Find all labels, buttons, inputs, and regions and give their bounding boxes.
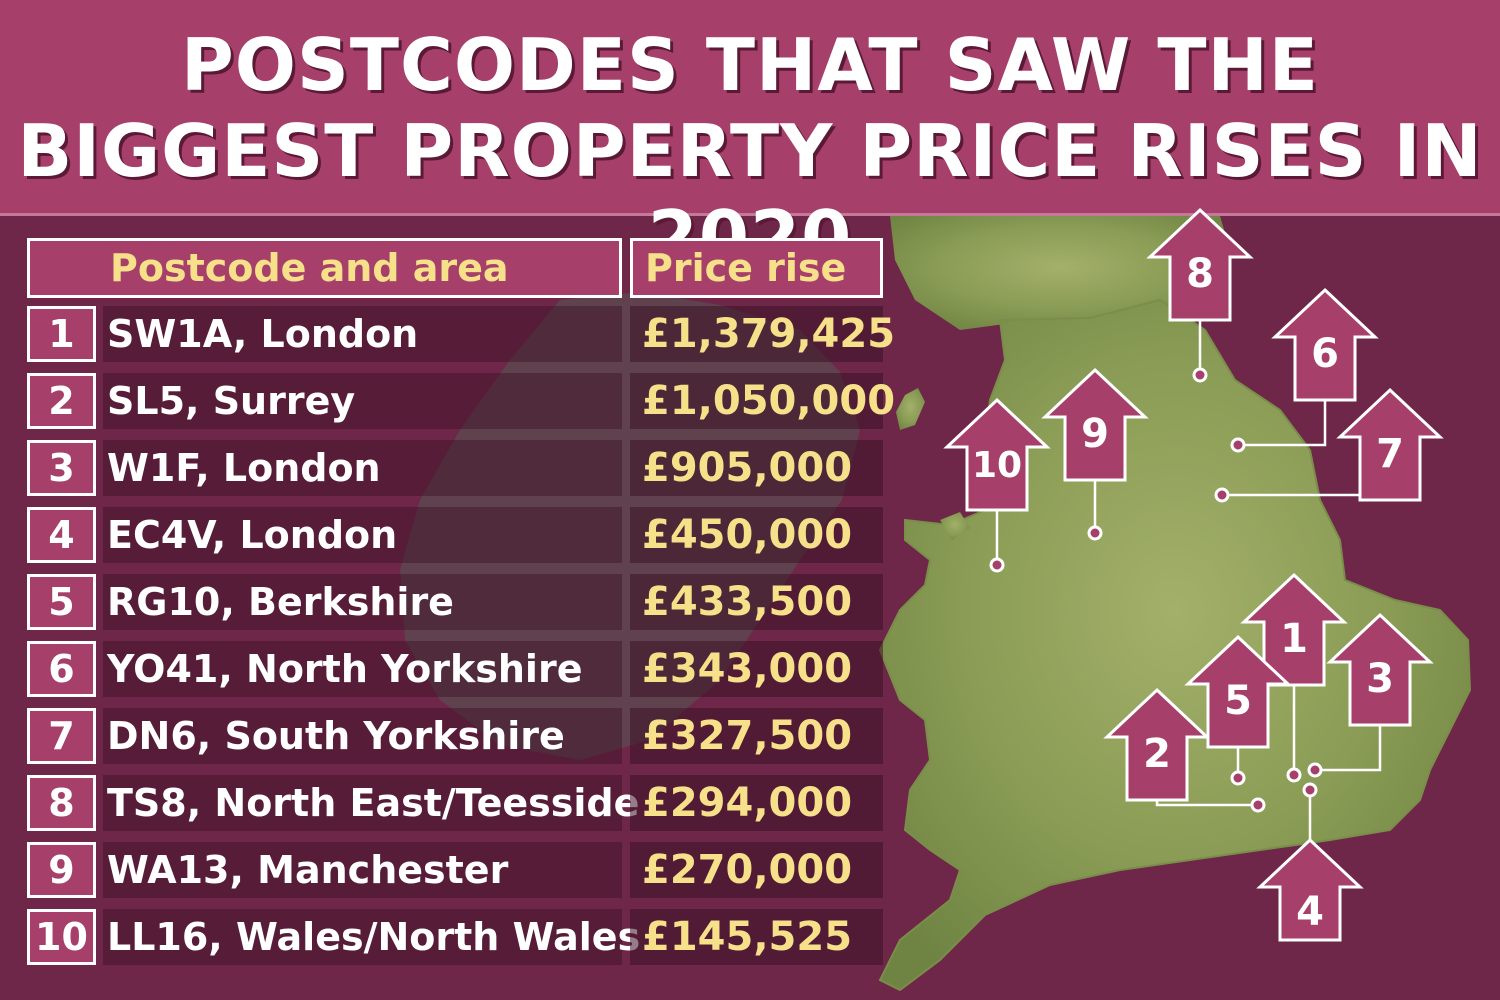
rank-number: 4 (27, 507, 96, 563)
marker-label: 8 (1186, 251, 1214, 297)
price-rise-value: £1,379,425 (630, 306, 895, 362)
arrow-icon (1326, 612, 1434, 727)
rank-number: 10 (27, 909, 96, 965)
rank-number: 1 (27, 306, 96, 362)
postcode-area: LL16, Wales/North Wales (103, 909, 640, 965)
anglesey (940, 512, 970, 540)
arrow-icon (1256, 837, 1364, 942)
rank-number: 8 (27, 775, 96, 831)
price-rise-value: £1,050,000 (630, 373, 895, 429)
arrow-icon (1336, 387, 1444, 502)
leader-line (1238, 400, 1327, 447)
price-rise-value: £343,000 (630, 641, 883, 697)
arrow-icon (1240, 572, 1348, 687)
price-rise-table: Postcode and area Price rise 1 SW1A, Lond… (27, 238, 895, 980)
postcode-area: RG10, Berkshire (103, 574, 622, 630)
location-dot (1087, 525, 1103, 541)
rank-number: 3 (27, 440, 96, 496)
postcode-area: YO41, North Yorkshire (103, 641, 622, 697)
location-dot (989, 557, 1005, 573)
marker-label: 10 (972, 445, 1022, 486)
marker-label: 6 (1311, 331, 1339, 377)
rank-number: 6 (27, 641, 96, 697)
price-rise-value: £270,000 (630, 842, 883, 898)
arrow-icon (1184, 634, 1292, 749)
postcode-area: W1F, London (103, 440, 622, 496)
map-marker-3: 3 (1307, 612, 1434, 778)
arrow-icon (943, 397, 1051, 512)
location-dot (1230, 770, 1246, 786)
arrow-icon (1146, 207, 1254, 322)
price-rise-value: £433,500 (630, 574, 883, 630)
marker-label: 7 (1376, 431, 1404, 477)
location-dot (1214, 487, 1230, 503)
map-marker-1: 1 (1240, 572, 1348, 783)
leader-line (1315, 725, 1382, 772)
postcode-area: WA13, Manchester (103, 842, 622, 898)
marker-label: 4 (1296, 889, 1324, 935)
map-marker-8: 8 (1146, 207, 1254, 383)
rank-number: 7 (27, 708, 96, 764)
location-dot (1302, 782, 1318, 798)
page-title: POSTCODES THAT SAW THE BIGGEST PROPERTY … (17, 23, 1483, 279)
arrow-icon (1103, 687, 1211, 802)
price-rise-value: £450,000 (630, 507, 883, 563)
postcode-area: SW1A, London (103, 306, 622, 362)
price-rise-value: £145,525 (630, 909, 883, 965)
arrow-icon (1271, 287, 1379, 402)
rank-number: 9 (27, 842, 96, 898)
column-header-postcode: Postcode and area (27, 238, 622, 298)
marker-label: 2 (1143, 731, 1171, 777)
rank-number: 5 (27, 574, 96, 630)
map-marker-6: 6 (1230, 287, 1379, 453)
leader-line (1155, 800, 1258, 807)
marker-label: 1 (1280, 616, 1308, 662)
location-dot (1250, 797, 1266, 813)
price-rise-value: £905,000 (630, 440, 883, 496)
map-marker-10: 10 (943, 397, 1051, 573)
location-dot (1286, 767, 1302, 783)
arrow-icon (1041, 367, 1149, 482)
map-marker-4: 4 (1256, 782, 1364, 942)
postcode-area: DN6, South Yorkshire (103, 708, 622, 764)
price-rise-value: £294,000 (630, 775, 883, 831)
postcode-area: TS8, North East/Teesside (103, 775, 639, 831)
location-dot (1307, 762, 1323, 778)
map-marker-9: 9 (1041, 367, 1149, 541)
marker-label: 5 (1224, 678, 1252, 724)
map-marker-2: 2 (1103, 687, 1266, 813)
scotland-landmass (890, 216, 1230, 330)
map-marker-5: 5 (1184, 634, 1292, 786)
title-banner: POSTCODES THAT SAW THE BIGGEST PROPERTY … (0, 0, 1500, 279)
column-header-price: Price rise (630, 238, 883, 298)
marker-label: 3 (1366, 656, 1394, 702)
location-dot (1230, 437, 1246, 453)
rank-number: 2 (27, 373, 96, 429)
isle-of-man (896, 388, 925, 430)
postcode-area: SL5, Surrey (103, 373, 622, 429)
postcode-area: EC4V, London (103, 507, 622, 563)
price-rise-value: £327,500 (630, 708, 883, 764)
map-marker-7: 7 (1214, 387, 1444, 503)
location-dot (1192, 367, 1208, 383)
marker-label: 9 (1081, 411, 1109, 457)
